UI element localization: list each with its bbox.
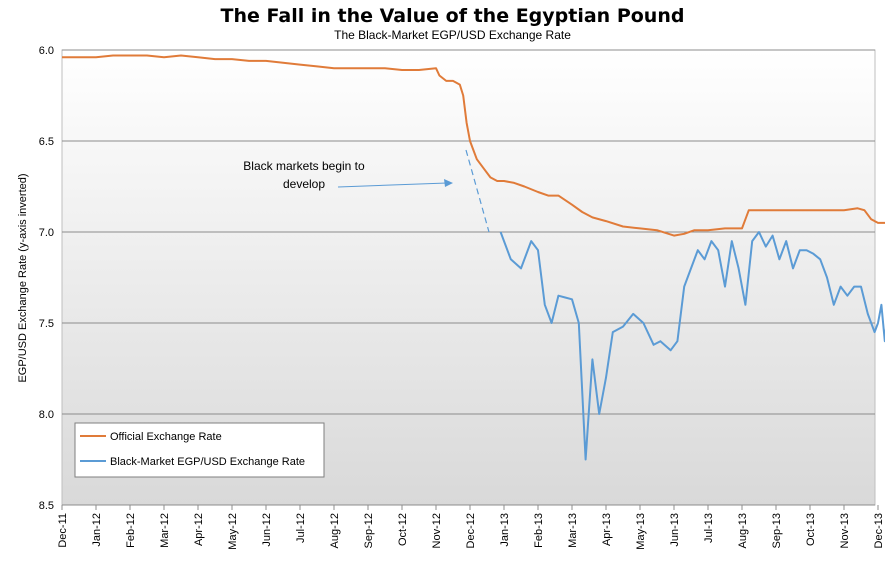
series-lines <box>62 54 885 461</box>
x-tick-label: Jun-13 <box>669 513 681 547</box>
x-tick-label: Nov-13 <box>839 513 851 548</box>
x-tick-label: Oct-13 <box>805 513 817 546</box>
x-tick-label: May-13 <box>635 513 647 550</box>
y-axis-label: EGP/USD Exchange Rate (y-axis inverted) <box>17 173 29 382</box>
x-axis-ticks: Dec-11 Jan-12 Feb-12 Mar-12 Apr-12 May-12 Jun-… <box>57 505 885 550</box>
x-tick-label: Feb-13 <box>533 513 545 548</box>
legend-label-black-market: Black-Market EGP/USD Exchange Rate <box>110 456 305 468</box>
dashed-connector <box>465 149 490 233</box>
x-tick-label: Jun-12 <box>261 513 273 547</box>
chart-title: The Fall in the Value of the Egyptian Po… <box>220 5 685 27</box>
x-tick-label: Feb-12 <box>125 513 137 548</box>
y-tick-label: 6.5 <box>39 136 54 148</box>
y-tick-label: 8.0 <box>39 409 54 421</box>
x-tick-label: Jul-13 <box>703 513 715 543</box>
series-line-official <box>62 54 885 237</box>
chart-subtitle: The Black-Market EGP/USD Exchange Rate <box>334 28 571 42</box>
annotation-line-1: Black markets begin to <box>243 159 365 173</box>
x-tick-label: Jan-12 <box>91 513 103 547</box>
legend-box <box>74 422 325 478</box>
annotation-arrowhead <box>444 179 453 187</box>
y-tick-label: 7.5 <box>39 318 54 330</box>
y-tick-label: 6.0 <box>39 45 54 57</box>
x-tick-label: Dec-13 <box>873 513 885 548</box>
x-tick-label: Aug-13 <box>737 513 749 548</box>
x-tick-label: Dec-12 <box>465 513 477 548</box>
x-tick-label: Nov-12 <box>431 513 443 548</box>
y-tick-label: 8.5 <box>39 500 54 512</box>
x-tick-label: May-12 <box>227 513 239 550</box>
x-tick-label: Apr-12 <box>193 513 205 546</box>
x-tick-label: Sep-13 <box>771 513 783 548</box>
x-tick-label: Apr-13 <box>601 513 613 546</box>
x-tick-label: Dec-11 <box>57 513 69 548</box>
annotation: Black markets begin to develop <box>243 149 490 233</box>
annotation-line-2: develop <box>283 177 325 191</box>
annotation-arrow <box>337 182 448 188</box>
series-line-black-market <box>499 231 885 461</box>
x-tick-label: Mar-12 <box>159 513 171 548</box>
x-tick-label: Mar-13 <box>567 513 579 548</box>
y-tick-label: 7.0 <box>39 227 54 239</box>
legend-label-official: Official Exchange Rate <box>110 431 222 443</box>
legend: Official Exchange Rate Black-Market EGP/… <box>74 422 325 478</box>
x-tick-label: Sep-12 <box>363 513 375 548</box>
x-tick-label: Jan-13 <box>499 513 511 547</box>
x-tick-label: Aug-12 <box>329 513 341 548</box>
x-tick-label: Jul-12 <box>295 513 307 543</box>
y-axis-ticks: 6.0 6.5 7.0 7.5 8.0 8.5 <box>39 45 54 512</box>
x-tick-label: Oct-12 <box>397 513 409 546</box>
